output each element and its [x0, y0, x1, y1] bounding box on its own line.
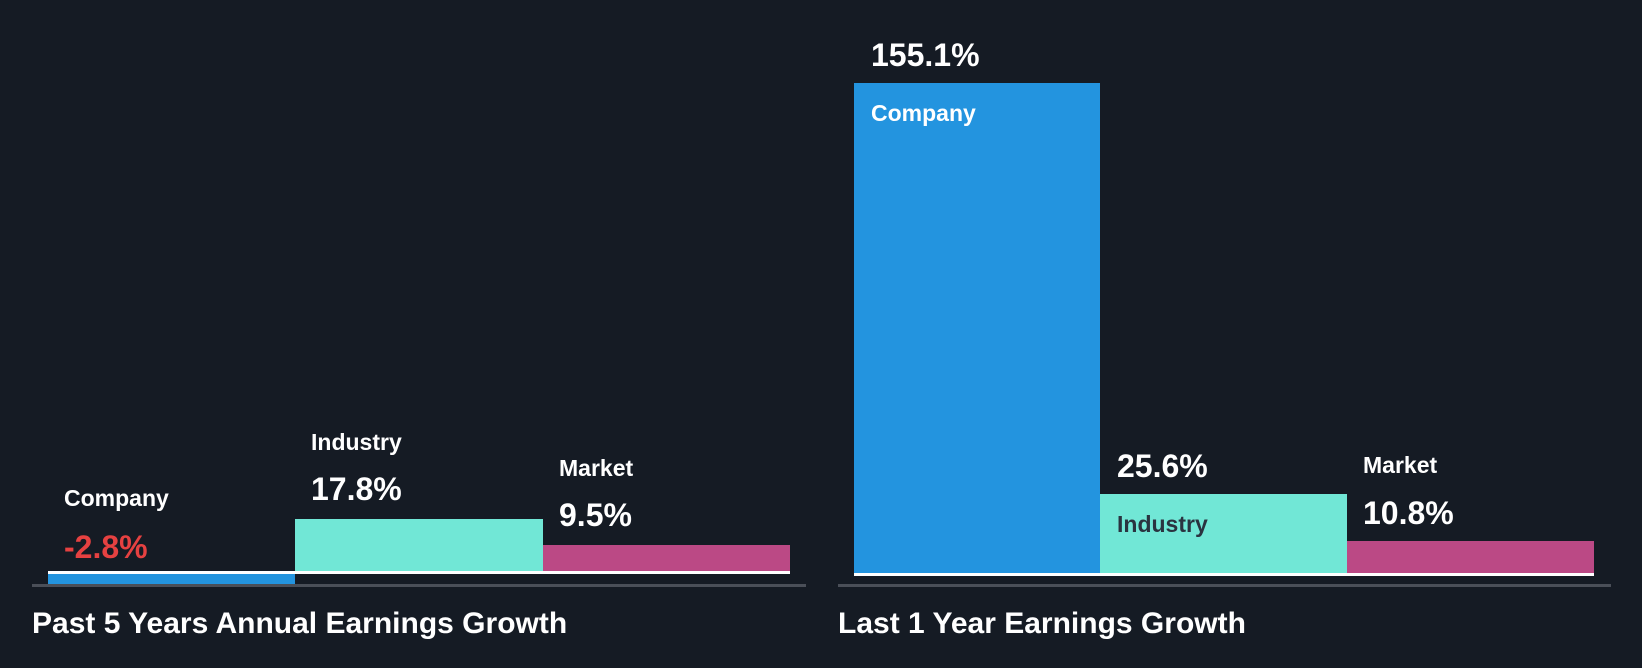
company-label: Company: [64, 485, 169, 511]
industry-label: Industry: [311, 429, 402, 455]
market-bar: [543, 545, 790, 573]
market-bar: [1347, 541, 1594, 573]
x-axis: [838, 584, 1611, 587]
zero-line: [854, 573, 1594, 576]
market-label: Market: [559, 455, 634, 481]
zero-line: [48, 571, 790, 574]
market-value: 9.5%: [559, 497, 632, 533]
x-axis: [32, 584, 806, 587]
chart-title: Last 1 Year Earnings Growth: [838, 607, 1246, 640]
chart-title: Past 5 Years Annual Earnings Growth: [32, 607, 568, 640]
company-label: Company: [871, 100, 976, 126]
industry-bar: [1100, 494, 1347, 573]
industry-label: Industry: [1117, 511, 1208, 537]
company-bar: [48, 573, 295, 584]
company-bar: [854, 83, 1100, 573]
industry-value: 17.8%: [311, 471, 402, 507]
company-value: 155.1%: [871, 37, 980, 73]
past-5-years-chart: Company -2.8% Industry 17.8% Market 9.5%…: [32, 429, 806, 640]
company-value: -2.8%: [64, 529, 148, 565]
industry-bar: [295, 519, 543, 573]
last-1-year-chart: 155.1% Company 25.6% Industry Market 10.…: [821, 0, 1642, 668]
market-value: 10.8%: [1363, 495, 1454, 531]
industry-value: 25.6%: [1117, 448, 1208, 484]
market-label: Market: [1363, 452, 1438, 478]
